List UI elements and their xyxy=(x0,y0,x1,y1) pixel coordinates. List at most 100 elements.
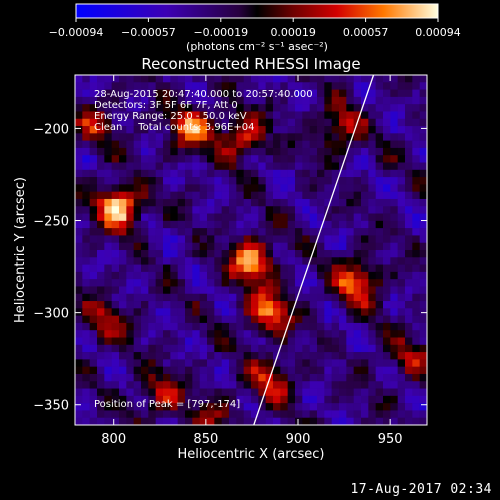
heatmap-cell xyxy=(126,410,134,419)
heatmap-cell xyxy=(243,75,252,83)
heatmap-cell xyxy=(185,410,193,419)
heatmap-cell xyxy=(397,198,406,207)
heatmap-cell xyxy=(126,293,134,302)
heatmap-cell xyxy=(119,140,127,149)
heatmap-cell xyxy=(405,242,413,251)
heatmap-cell xyxy=(419,395,427,404)
heatmap-cell xyxy=(383,250,391,258)
heatmap-cell xyxy=(133,184,142,192)
heatmap-cell xyxy=(302,220,310,229)
heatmap-cell xyxy=(265,104,274,112)
heatmap-cell xyxy=(397,352,406,360)
heatmap-cell xyxy=(309,344,318,353)
heatmap-cell xyxy=(207,184,215,192)
heatmap-cell xyxy=(280,213,288,222)
heatmap-cell xyxy=(192,395,200,404)
heatmap-cell xyxy=(383,235,391,244)
heatmap-cell xyxy=(170,366,178,375)
heatmap-cell xyxy=(383,381,391,389)
heatmap-cell xyxy=(419,242,427,251)
heatmap-cell xyxy=(368,257,376,265)
heatmap-cell xyxy=(405,89,413,98)
heatmap-cell xyxy=(111,330,120,338)
heatmap-cell xyxy=(383,82,391,90)
heatmap-cell xyxy=(214,96,222,105)
heatmap-cell xyxy=(383,395,391,404)
heatmap-cell xyxy=(412,322,420,331)
heatmap-cell xyxy=(280,228,288,236)
heatmap-cell xyxy=(97,330,105,338)
heatmap-cell xyxy=(280,395,288,404)
heatmap-cell xyxy=(119,206,127,214)
heatmap-cell xyxy=(133,388,142,397)
heatmap-cell xyxy=(419,177,427,185)
heatmap-cell xyxy=(265,140,274,149)
heatmap-cell xyxy=(236,126,244,134)
heatmap-cell xyxy=(236,82,244,90)
heatmap-cell xyxy=(229,104,237,112)
heatmap-cell xyxy=(236,359,244,367)
heatmap-cell xyxy=(251,111,259,120)
heatmap-cell xyxy=(361,82,369,90)
heatmap-cell xyxy=(390,206,398,214)
heatmap-cell xyxy=(265,133,274,141)
heatmap-cell xyxy=(390,417,398,425)
heatmap-cell xyxy=(192,366,200,375)
heatmap-cell xyxy=(170,147,178,156)
heatmap-cell xyxy=(368,417,376,425)
heatmap-cell xyxy=(302,140,310,149)
heatmap-cell xyxy=(229,198,237,207)
heatmap-cell xyxy=(126,352,134,360)
heatmap-cell xyxy=(346,147,354,156)
heatmap-cell xyxy=(317,337,325,346)
heatmap-cell xyxy=(346,286,354,295)
heatmap-cell xyxy=(317,352,325,360)
heatmap-cell xyxy=(368,133,376,141)
heatmap-cell xyxy=(405,147,413,156)
heatmap-cell xyxy=(104,220,112,229)
heatmap-cell xyxy=(170,337,178,346)
heatmap-cell xyxy=(207,388,215,397)
heatmap-cell xyxy=(199,344,208,353)
heatmap-cell xyxy=(89,177,98,185)
heatmap-cell xyxy=(324,308,332,316)
heatmap-cell xyxy=(280,352,288,360)
heatmap-cell xyxy=(258,133,266,141)
heatmap-cell xyxy=(258,301,266,309)
heatmap-cell xyxy=(295,89,303,98)
heatmap-cell xyxy=(353,206,362,214)
heatmap-cell xyxy=(295,286,303,295)
heatmap-cell xyxy=(119,395,127,404)
heatmap-cell xyxy=(185,395,193,404)
heatmap-cell xyxy=(405,169,413,178)
heatmap-cell xyxy=(273,293,281,302)
heatmap-cell xyxy=(214,220,222,229)
heatmap-cell xyxy=(273,315,281,324)
heatmap-cell xyxy=(368,177,376,185)
heatmap-cell xyxy=(89,111,98,120)
heatmap-cell xyxy=(192,75,200,83)
heatmap-cell xyxy=(346,271,354,280)
heatmap-cell xyxy=(265,286,274,295)
annotation-detectors: Detectors: 3F 5F 6F 7F, Att 0 xyxy=(94,100,238,111)
heatmap-cell xyxy=(126,169,134,178)
heatmap-cell xyxy=(111,250,120,258)
heatmap-cell xyxy=(155,373,164,382)
heatmap-cell xyxy=(133,330,142,338)
heatmap-cell xyxy=(383,301,391,309)
heatmap-cell xyxy=(405,395,413,404)
solar-limb-line xyxy=(253,74,375,426)
heatmap-cell xyxy=(229,388,237,397)
heatmap-cell xyxy=(104,140,112,149)
heatmap-cell xyxy=(119,388,127,397)
heatmap-cell xyxy=(383,264,391,273)
heatmap-cell xyxy=(192,381,200,389)
heatmap-cell xyxy=(397,279,406,287)
heatmap-cell xyxy=(383,75,391,83)
heatmap-cell xyxy=(236,206,244,214)
heatmap-cell xyxy=(170,75,178,83)
heatmap-cell xyxy=(280,220,288,229)
heatmap-cell xyxy=(265,322,274,331)
heatmap-cell xyxy=(265,213,274,222)
heatmap-cell xyxy=(141,388,149,397)
